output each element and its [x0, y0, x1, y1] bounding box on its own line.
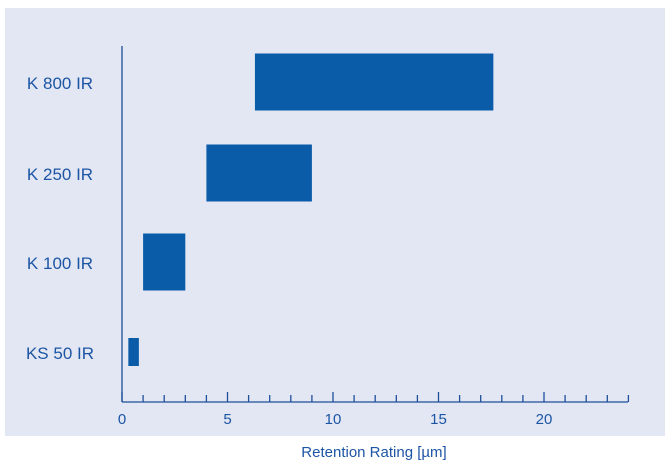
bar-k-250-ir [206, 144, 312, 202]
bar-ks-50-ir [128, 338, 139, 366]
category-label: K 800 IR [27, 74, 93, 93]
x-tick-label: 0 [118, 411, 126, 428]
x-tick-label: 10 [325, 411, 342, 428]
x-tick-label: 15 [430, 411, 447, 428]
bar-k-800-ir [254, 53, 494, 111]
x-axis-title: Retention Rating [µm] [301, 444, 446, 461]
x-tick-label: 20 [536, 411, 553, 428]
x-ticks-layer: 0 5 10 15 20 [118, 392, 630, 428]
bar-k-100-ir [143, 233, 186, 291]
category-label: K 250 IR [27, 165, 93, 184]
category-label: KS 50 IR [26, 344, 94, 363]
x-tick-label: 5 [223, 411, 231, 428]
category-label: K 100 IR [27, 254, 93, 273]
bars-layer [128, 53, 494, 366]
category-labels-layer: K 800 IR K 250 IR K 100 IR KS 50 IR [26, 74, 94, 363]
